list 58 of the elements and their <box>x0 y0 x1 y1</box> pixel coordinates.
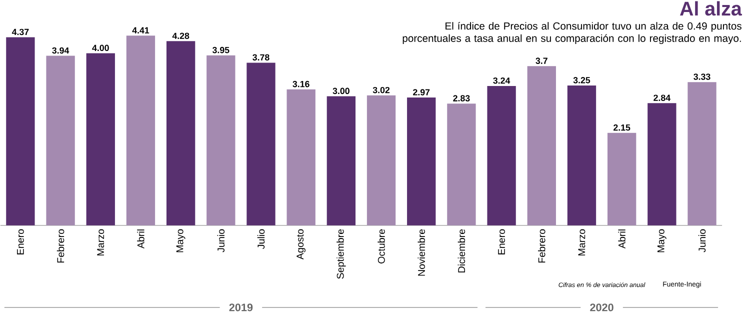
x-tick-label: Enero <box>17 229 24 254</box>
data-label: 3.02 <box>372 86 390 94</box>
data-label: 2.83 <box>453 94 470 102</box>
data-label: 3.25 <box>573 76 590 84</box>
x-tick-label: Agosto <box>296 229 306 260</box>
x-tick-label: Marzo <box>97 229 104 256</box>
x-tick-label: Octubre <box>378 229 385 264</box>
x-tick-label: Diciembre <box>458 229 466 272</box>
bar <box>487 86 516 226</box>
bar <box>206 55 236 226</box>
bar <box>246 62 276 226</box>
x-tick-label: Abril <box>618 229 626 248</box>
bar <box>166 41 196 226</box>
data-label: 3.00 <box>332 88 350 94</box>
x-tick-label: Mayo <box>658 229 666 252</box>
data-label: 3.24 <box>493 77 510 84</box>
data-label: 4.28 <box>172 32 190 39</box>
bar <box>447 103 476 226</box>
bar <box>607 132 636 226</box>
data-label: 4.00 <box>92 44 109 51</box>
x-tick-label: Junio <box>698 229 706 252</box>
x-tick-label: Mayo <box>176 229 186 252</box>
x-tick-label: Noviembre <box>418 229 425 276</box>
data-label: 4.37 <box>12 28 29 35</box>
data-label: 4.41 <box>132 27 150 34</box>
bar <box>6 37 35 226</box>
data-label: 2.15 <box>614 124 630 131</box>
bar <box>46 56 75 226</box>
bar <box>567 85 596 226</box>
bar <box>527 66 556 226</box>
text: 2020 <box>590 303 614 312</box>
data-label: 2.84 <box>654 94 670 101</box>
chart-title: Al alza <box>680 1 742 16</box>
data-label: 3.33 <box>694 73 710 80</box>
bar <box>326 96 356 226</box>
bar <box>286 89 316 226</box>
data-label: 3.78 <box>252 54 270 60</box>
text: 2019 <box>229 303 253 312</box>
data-label: 3.7 <box>536 58 548 64</box>
x-tick-label: Abril <box>137 229 144 248</box>
x-tick-label: Junio <box>217 229 225 252</box>
chart-subtitle: El índice de Precios al Consumidor tuvo un alza de 0.49 puntos porcentuales a tasa anual en su comparación con lo registrado en mayo. <box>402 22 742 44</box>
data-label: 2.97 <box>413 88 430 96</box>
x-tick-label: Julio <box>257 229 265 249</box>
x-tick-label: Marzo <box>578 229 586 256</box>
x-tick-label: Febrero <box>538 229 546 262</box>
bar <box>86 53 115 226</box>
x-tick-label: Enero <box>498 229 505 254</box>
data-label: 3.94 <box>52 47 70 54</box>
data-label: 3.16 <box>292 80 310 88</box>
x-tick-label: Febrero <box>56 229 64 262</box>
x-tick-label: Septiembre <box>336 229 346 279</box>
data-label: 3.95 <box>212 46 230 54</box>
bar <box>366 95 396 226</box>
bar <box>648 103 676 226</box>
bar <box>126 35 156 226</box>
bar <box>688 82 716 226</box>
bar <box>407 97 436 226</box>
